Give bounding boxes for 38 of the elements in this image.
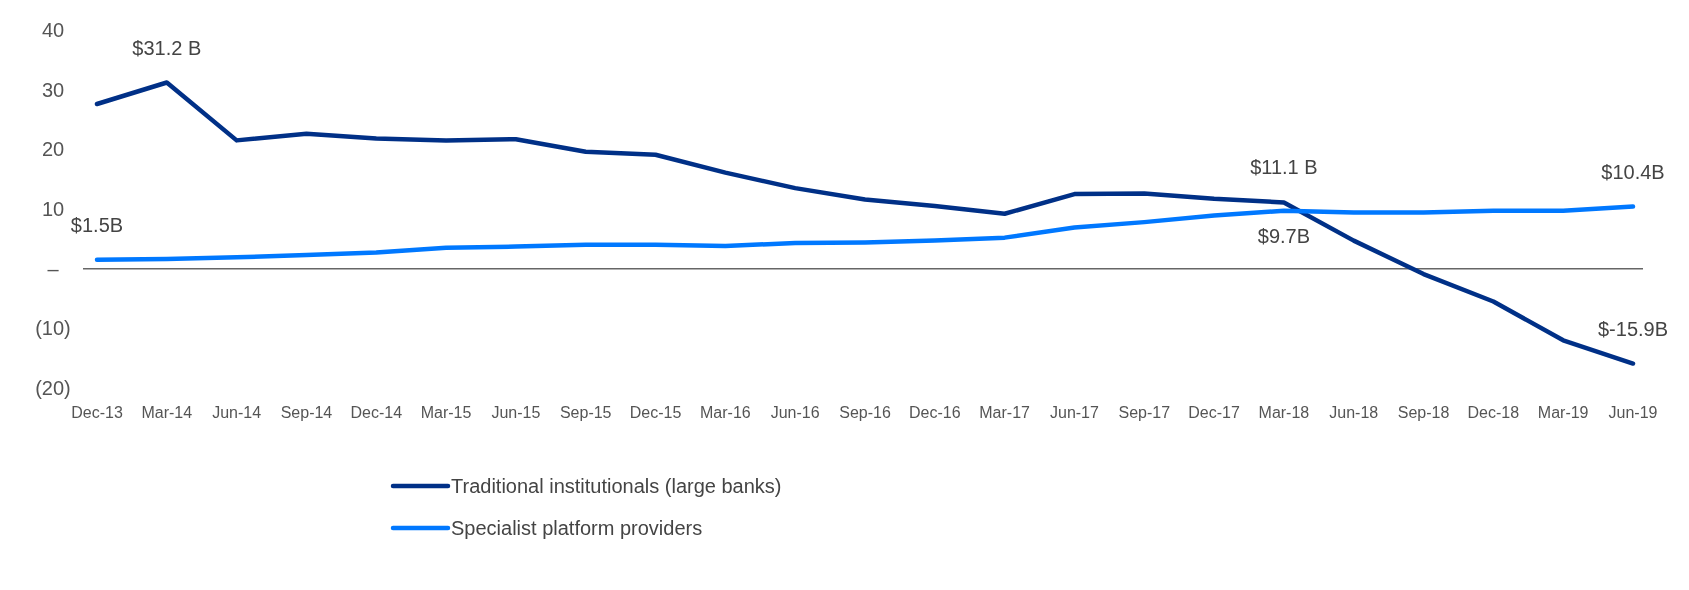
x-tick-label: Mar-15: [420, 404, 472, 421]
x-tick-label: Mar-17: [979, 404, 1031, 421]
x-tick-label: Dec-14: [350, 404, 403, 421]
x-tick-label: Sep-14: [280, 404, 333, 421]
x-tick-label: Mar-19: [1537, 404, 1589, 421]
x-tick-label: Jun-16: [770, 404, 820, 421]
x-tick-label: Sep-18: [1397, 404, 1450, 421]
x-tick-label: Sep-16: [839, 404, 891, 421]
y-tick-label: –: [47, 257, 60, 280]
x-tick-label: Jun-19: [1608, 404, 1658, 421]
x-tick-label: Dec-17: [1188, 404, 1240, 421]
x-tick-label: Dec-16: [909, 404, 961, 421]
x-tick-label: Dec-13: [71, 404, 123, 421]
x-tick-label: Mar-18: [1258, 404, 1310, 421]
y-tick-label: (10): [35, 317, 71, 340]
y-tick-label: 10: [41, 198, 65, 220]
legend-label: Traditional institutionals (large banks): [451, 475, 782, 497]
annotation: $-15.9B: [1597, 317, 1669, 340]
annotation: $31.2 B: [132, 36, 202, 59]
x-tick-label: Jun-15: [491, 404, 541, 421]
x-tick-label: Jun-18: [1329, 404, 1379, 421]
x-tick-label: Mar-14: [141, 404, 193, 421]
annotation: $1.5B: [70, 213, 124, 236]
y-tick-label: (20): [35, 377, 71, 399]
x-tick-label: Dec-15: [629, 404, 682, 421]
x-tick-label: Dec-18: [1467, 404, 1520, 421]
annotation: $9.7B: [1257, 224, 1311, 247]
x-tick-label: Jun-14: [212, 404, 262, 421]
legend-label: Specialist platform providers: [451, 517, 703, 539]
y-tick-label: 40: [41, 19, 65, 41]
x-tick-label: Mar-16: [700, 404, 751, 421]
annotation: $11.1 B: [1250, 156, 1318, 179]
y-tick-label: 20: [41, 138, 65, 161]
y-tick-label: 30: [41, 78, 65, 101]
annotation: $10.4B: [1601, 160, 1665, 183]
x-tick-label: Sep-17: [1118, 404, 1171, 421]
x-tick-label: Sep-15: [559, 404, 612, 421]
x-tick-label: Jun-17: [1049, 404, 1100, 421]
